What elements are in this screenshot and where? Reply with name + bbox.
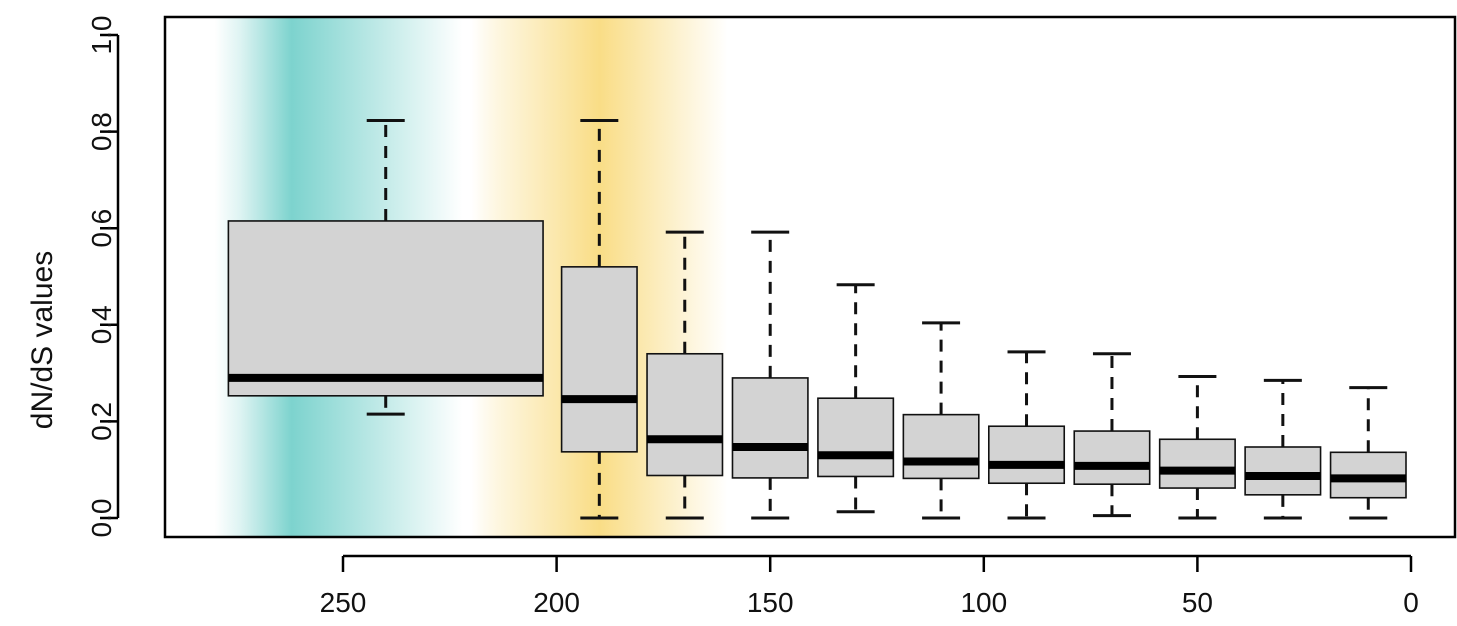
box-iqr [1244, 446, 1322, 496]
box-iqr [1073, 430, 1151, 485]
box-iqr [1158, 438, 1236, 489]
x-tick-label: 100 [960, 587, 1007, 618]
box [987, 350, 1066, 520]
box [1244, 378, 1322, 520]
x-tick-label: 50 [1182, 587, 1213, 618]
y-tick-label: 1.0 [86, 16, 117, 55]
y-tick-label: 0.8 [86, 112, 117, 151]
y-axis-title: dN/dS values [26, 251, 59, 429]
box [1329, 386, 1407, 520]
box-iqr [646, 352, 724, 477]
box [1158, 374, 1236, 520]
box [560, 118, 638, 520]
box-iqr [987, 425, 1066, 485]
box-series [227, 118, 1407, 520]
x-tick-label: 150 [747, 587, 794, 618]
box-iqr [731, 377, 809, 479]
box [902, 321, 980, 520]
box [646, 230, 724, 520]
y-tick-label: 0.0 [86, 499, 117, 538]
box [731, 230, 809, 520]
y-tick-label: 0.6 [86, 209, 117, 248]
box [817, 283, 895, 514]
plot-frame [163, 15, 1457, 539]
box-iqr [902, 413, 980, 480]
y-tick-label: 0.2 [86, 402, 117, 441]
box [1073, 352, 1151, 518]
box-iqr [560, 266, 638, 453]
x-tick-label: 250 [320, 587, 367, 618]
y-tick-label: 0.4 [86, 305, 117, 344]
x-tick-label: 0 [1403, 587, 1419, 618]
box-iqr [817, 397, 895, 478]
axes: 0.0 0.2 0.4 0.6 0.8 1.0 250 200 150 100 50 0 [86, 15, 1457, 618]
box [227, 118, 544, 416]
box-iqr [227, 220, 544, 397]
x-tick-label: 200 [533, 587, 580, 618]
